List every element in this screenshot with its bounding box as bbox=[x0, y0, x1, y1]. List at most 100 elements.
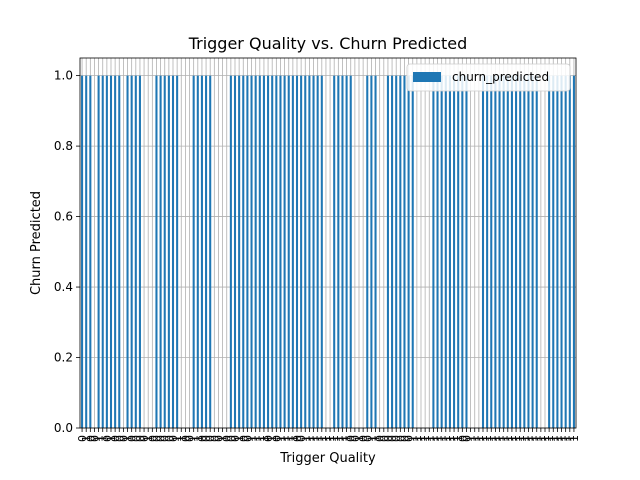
x-tick-label: 0 bbox=[374, 435, 387, 442]
bar bbox=[515, 75, 518, 428]
x-tick-label: 1 bbox=[370, 435, 383, 442]
bar bbox=[453, 75, 456, 428]
bar bbox=[440, 75, 443, 428]
x-tick-label: 1 bbox=[246, 435, 259, 442]
bar bbox=[163, 75, 166, 428]
x-tick-label: 0 bbox=[113, 435, 126, 442]
x-tick-label: 0 bbox=[357, 435, 370, 442]
x-tick-label: 0 bbox=[398, 435, 411, 442]
x-tick-label: 1 bbox=[80, 435, 93, 442]
x-tick-label: 1 bbox=[353, 435, 366, 442]
x-tick-label: 0 bbox=[167, 435, 180, 442]
bar bbox=[461, 75, 464, 428]
legend: churn_predicted bbox=[406, 63, 571, 92]
x-tick-label: 1 bbox=[469, 435, 482, 442]
bar bbox=[159, 75, 162, 428]
bar bbox=[564, 75, 567, 428]
y-tick-label: 0.0 bbox=[54, 421, 73, 435]
bar bbox=[391, 75, 394, 428]
bar bbox=[279, 75, 282, 428]
x-tick-label: 1 bbox=[498, 435, 511, 442]
bar bbox=[89, 75, 92, 428]
x-tick-label: 0 bbox=[204, 435, 217, 442]
bar bbox=[407, 75, 410, 428]
bar bbox=[535, 75, 538, 428]
x-tick-label: 0 bbox=[221, 435, 234, 442]
x-tick-label: 0 bbox=[184, 435, 197, 442]
x-tick-label: 0 bbox=[394, 435, 407, 442]
x-tick-label: 0 bbox=[130, 435, 143, 442]
bar bbox=[411, 75, 414, 428]
x-tick-label: 1 bbox=[510, 435, 523, 442]
bar bbox=[118, 75, 121, 428]
bar bbox=[134, 75, 137, 428]
bar bbox=[283, 75, 286, 428]
x-tick-label: 0 bbox=[101, 435, 114, 442]
x-tick-label: 1 bbox=[341, 435, 354, 442]
x-tick-label: 1 bbox=[283, 435, 296, 442]
bar bbox=[291, 75, 294, 428]
x-tick-label: 0 bbox=[117, 435, 130, 442]
bar bbox=[200, 75, 203, 428]
chart-title: Trigger Quality vs. Churn Predicted bbox=[188, 34, 468, 53]
x-tick-label: 1 bbox=[407, 435, 420, 442]
x-tick-label: 1 bbox=[539, 435, 552, 442]
bar bbox=[287, 75, 290, 428]
bar bbox=[506, 75, 509, 428]
bar bbox=[308, 75, 311, 428]
x-tick-label: 1 bbox=[473, 435, 486, 442]
x-tick-label: 0 bbox=[270, 435, 283, 442]
x-tick-label: 1 bbox=[287, 435, 300, 442]
x-tick-label: 0 bbox=[200, 435, 213, 442]
x-tick-label: 1 bbox=[527, 435, 540, 442]
x-tick-label: 1 bbox=[543, 435, 556, 442]
bar bbox=[81, 75, 84, 428]
x-tick-label: 0 bbox=[196, 435, 209, 442]
bar bbox=[527, 75, 530, 428]
bar bbox=[250, 75, 253, 428]
bar bbox=[205, 75, 208, 428]
bar bbox=[246, 75, 249, 428]
x-tick-label: 1 bbox=[502, 435, 515, 442]
x-tick-label: 1 bbox=[365, 435, 378, 442]
x-tick-label: 0 bbox=[390, 435, 403, 442]
x-tick-label: 0 bbox=[241, 435, 254, 442]
bar bbox=[233, 75, 237, 428]
bar bbox=[519, 75, 522, 428]
x-tick-label: 0 bbox=[378, 435, 391, 442]
x-tick-label: 1 bbox=[320, 435, 333, 442]
bar bbox=[370, 75, 373, 428]
x-axis-label: Trigger Quality bbox=[279, 451, 376, 466]
x-tick-label: 1 bbox=[531, 435, 544, 442]
bar bbox=[531, 75, 534, 428]
bar bbox=[114, 75, 117, 428]
x-tick-label: 1 bbox=[258, 435, 271, 442]
x-tick-label: 1 bbox=[494, 435, 507, 442]
x-tick-label: 1 bbox=[279, 435, 292, 442]
bar bbox=[167, 75, 170, 428]
x-tick-label: 1 bbox=[535, 435, 548, 442]
x-tick-label: 1 bbox=[299, 435, 312, 442]
y-tick-label: 1.0 bbox=[54, 69, 73, 83]
bar bbox=[568, 75, 571, 428]
x-tick-label: 0 bbox=[345, 435, 358, 442]
bar bbox=[341, 75, 344, 428]
x-tick-label: 0 bbox=[126, 435, 139, 442]
bar bbox=[262, 75, 265, 428]
x-tick-label: 1 bbox=[175, 435, 188, 442]
x-tick-label: 1 bbox=[522, 435, 535, 442]
x-tick-label: 0 bbox=[403, 435, 416, 442]
x-tick-label: 1 bbox=[188, 435, 201, 442]
x-tick-label: 1 bbox=[266, 435, 279, 442]
x-tick-label: 1 bbox=[518, 435, 531, 442]
bar bbox=[242, 75, 245, 428]
x-tick-label: 0 bbox=[88, 435, 101, 442]
x-tick-label: 0 bbox=[208, 435, 221, 442]
x-tick-label: 1 bbox=[415, 435, 428, 442]
x-tick-label: 1 bbox=[440, 435, 453, 442]
bar bbox=[171, 75, 175, 428]
x-tick-label: 1 bbox=[452, 435, 465, 442]
legend-swatch bbox=[413, 72, 441, 82]
bar bbox=[176, 75, 179, 428]
bar bbox=[498, 75, 501, 428]
